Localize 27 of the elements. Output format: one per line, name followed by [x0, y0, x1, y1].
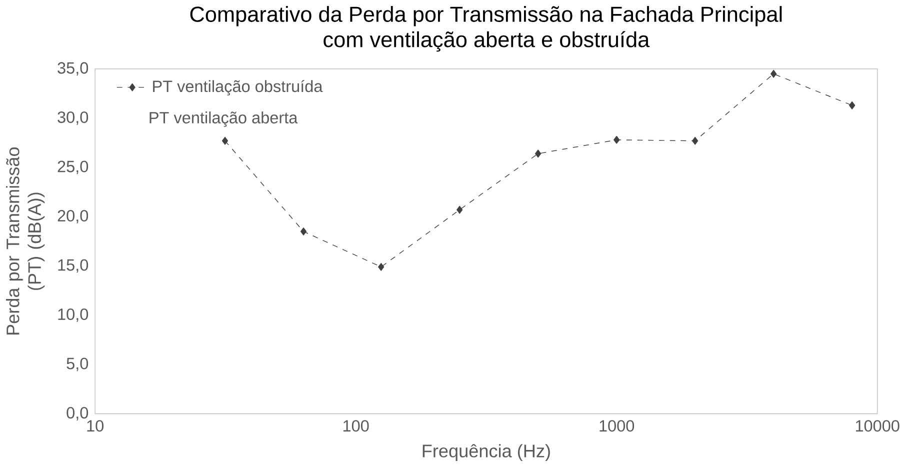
point [456, 206, 463, 214]
chart-subtitle: com ventilação aberta e obstruída [324, 31, 650, 52]
y-tick-label: 15,0 [58, 259, 88, 273]
point [614, 136, 620, 144]
point [770, 70, 777, 78]
y-tick-label: 20,0 [58, 210, 88, 224]
y-axis-title: Perda por Transmissão (PT) (dB(A)) [6, 147, 45, 335]
x-tick-label: 10000 [856, 420, 900, 432]
y-tick-label: 25,0 [58, 160, 88, 174]
point [849, 101, 856, 110]
point [692, 136, 698, 145]
x-axis-title: Frequência (Hz) [422, 444, 550, 461]
point [378, 262, 384, 271]
annotation: PT ventilação aberta [150, 112, 298, 127]
x-tick-label: 100 [344, 420, 369, 432]
y-tick-label: 5,0 [66, 358, 88, 372]
x-tick-label: 10 [87, 420, 104, 432]
y-tick-label: 35,0 [58, 62, 88, 76]
point [222, 136, 228, 145]
point [535, 150, 542, 158]
x-tick-label: 1000 [600, 420, 634, 432]
legend-label: PT ventilação obstruída [153, 80, 323, 96]
y-tick-label: 30,0 [58, 111, 88, 125]
point [300, 227, 307, 236]
y-tick-label: 0,0 [66, 407, 88, 420]
y-tick-label: 10,0 [58, 308, 88, 322]
chart-title: Comparativo da Perda por Transmissão na Fachada Principal [190, 6, 782, 26]
